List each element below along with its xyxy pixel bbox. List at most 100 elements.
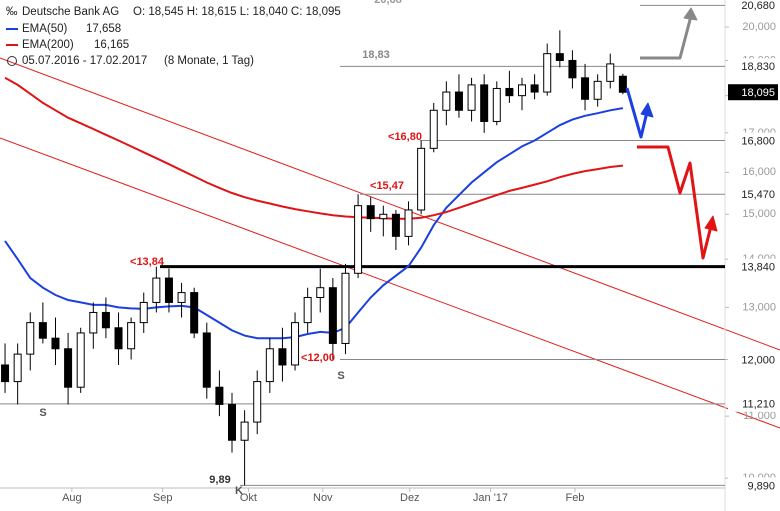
price-tag [728, 477, 778, 494]
candle-body [606, 63, 615, 82]
header: ‰ Deutsche Bank AG O: 18,545 H: 18,615 L… [6, 6, 341, 67]
x-tick-label: Nov [313, 492, 333, 504]
candle-body [467, 84, 476, 111]
price-tag-label: 13,840 [741, 262, 775, 274]
trend-line [0, 57, 780, 351]
candle-body [1, 364, 10, 383]
price-tag [728, 395, 778, 412]
candle-body [64, 348, 73, 388]
x-tick-label: Feb [565, 492, 584, 504]
candle-body [341, 272, 350, 344]
candle-body [278, 348, 287, 366]
candle-body [101, 311, 110, 329]
candle-body [555, 53, 564, 61]
period-note: (8 Monate, 1 Tag) [164, 55, 254, 67]
price-tags: 20,680 18,830 18,095 16,800 15,470 13,840 12,0… [728, 0, 778, 494]
candle-body [76, 332, 85, 388]
y-tick-label: 11,000 [743, 410, 776, 422]
candle-body [127, 322, 136, 350]
candle-body [480, 84, 489, 122]
arrow-head [704, 215, 718, 232]
x-tick-label: Dez [400, 492, 420, 504]
annotation: S [39, 407, 46, 419]
x-tick-label: Jan '17 [473, 492, 508, 504]
candle-body [139, 301, 148, 324]
candle-body [530, 84, 539, 93]
price-tag-label: 12,000 [741, 354, 775, 366]
forecast-arrows [625, 7, 718, 260]
ohlc: O: 18,545 H: 18,615 L: 18,040 C: 18,095 [133, 6, 341, 18]
annotation: 20,68 [374, 0, 402, 6]
clock-icon [7, 56, 17, 66]
candle-body [152, 277, 161, 303]
candle-body [593, 80, 602, 100]
candle-body [505, 87, 514, 97]
candle-body [190, 292, 199, 334]
price-tag [728, 258, 778, 275]
annotation: 18,83 [362, 49, 390, 61]
candle-body [518, 84, 526, 97]
annotation: <12,00 [301, 352, 335, 364]
candle-body [51, 337, 60, 350]
forecast-blue [625, 87, 649, 139]
forecast-gray [640, 15, 693, 60]
x-tick-label: Okt [240, 492, 257, 504]
annotation: <16,80 [388, 131, 422, 143]
y-tick-label: 13,000 [742, 301, 776, 313]
price-tag-label: 9,890 [747, 480, 775, 492]
price-tag [728, 58, 778, 75]
annotation: K [235, 485, 243, 497]
candle-body [366, 205, 375, 220]
y-tick-label: 15,000 [742, 208, 776, 220]
candle-body [328, 287, 337, 344]
candle-body [114, 327, 123, 350]
trend-line [0, 137, 780, 429]
price-tag [728, 186, 778, 203]
candle-body [417, 147, 426, 211]
candle-body [442, 91, 451, 111]
legend-label: EMA(200) [22, 39, 74, 51]
candle-body [89, 311, 98, 334]
annotation: S [337, 370, 344, 382]
legend-value: 17,658 [86, 23, 121, 35]
candle-body [202, 332, 211, 388]
candle-body [354, 205, 363, 274]
candle-body [618, 75, 627, 93]
candle-body [391, 213, 400, 237]
candle-body [291, 322, 300, 366]
price-tag-label: 11,210 [742, 399, 775, 411]
ema-line [4, 76, 624, 220]
candle-body [177, 292, 186, 303]
price-tag-label: 18,095 [741, 87, 775, 99]
price-tag [728, 0, 778, 14]
candle-body [454, 91, 463, 111]
ema-line [4, 107, 624, 340]
price-tag-label: 15,470 [741, 189, 775, 201]
chart-title: Deutsche Bank AG [22, 6, 119, 18]
icon: ‰ [6, 6, 18, 18]
candle-body [253, 381, 262, 423]
candle-body [543, 53, 552, 93]
arrow-head [640, 102, 654, 118]
legend-label: EMA(50) [22, 23, 68, 35]
y-tick-label: 16,000 [742, 166, 776, 178]
candle-body [316, 287, 325, 298]
annotation: 9,89 [209, 474, 230, 486]
x-tick-label: Aug [62, 492, 82, 504]
annotation: <13,84 [130, 256, 165, 268]
price-tag-label: 20,680 [741, 0, 775, 12]
price-tag [728, 132, 778, 149]
price-tag-label: 18,830 [741, 61, 775, 73]
price-tag-label: 16,800 [741, 135, 775, 147]
candle-body [429, 109, 438, 149]
candle-body [568, 59, 577, 79]
candle-body [164, 277, 173, 303]
y-tick-label: 20,000 [742, 21, 776, 33]
legend-value: 16,165 [94, 39, 129, 51]
candle-body [26, 322, 35, 355]
candle-body [492, 87, 501, 122]
candle-body [581, 77, 590, 100]
candle-body [38, 322, 47, 339]
price-tag [728, 84, 778, 101]
